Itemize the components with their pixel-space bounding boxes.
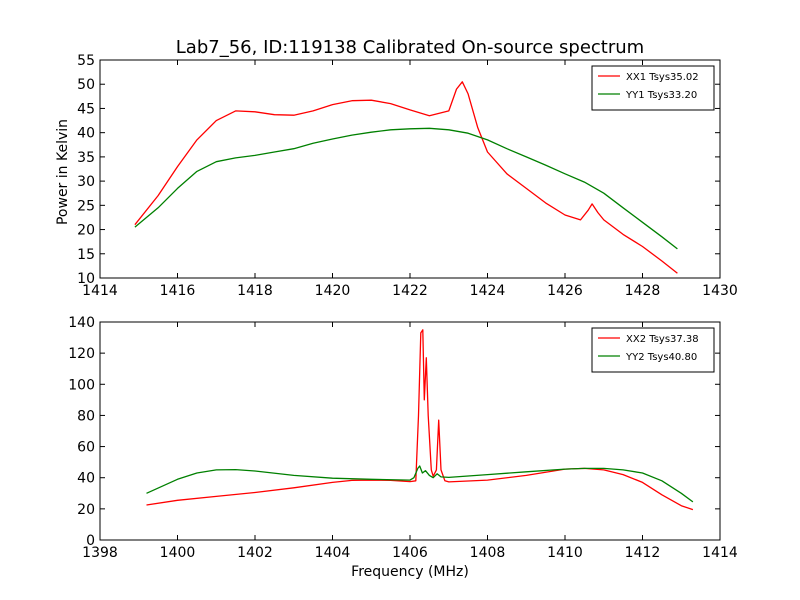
y-tick-label: 140 [68,315,95,331]
y-tick-label: 20 [77,223,95,239]
x-tick-label: 1420 [315,283,351,299]
x-tick-label: 1414 [82,283,118,299]
y-tick-label: 20 [77,502,95,518]
x-tick-label: 1418 [237,283,273,299]
legend-label: YY2 Tsys40.80 [625,352,697,363]
chart-title: Lab7_56, ID:119138 Calibrated On-source … [176,37,644,58]
x-tick-label: 1426 [547,283,583,299]
series-line-1-1 [134,81,678,274]
x-tick-label: 1414 [702,545,738,561]
x-tick-label: 1406 [392,545,428,561]
series-line-2-1 [146,329,694,511]
y-axis-label: Power in Kelvin [55,119,71,225]
legend-label: XX1 Tsys35.02 [626,72,699,83]
series-line-2-2 [146,465,694,503]
bottom-panel: 1398 1400 1402 1404 1406 1408 1410 1412 1414 0 20 4… [68,315,738,580]
y-tick-label: 25 [77,198,95,214]
y-tick-label: 120 [68,346,95,362]
x-tick-label: 1408 [470,545,506,561]
x-tick-label: 1424 [470,283,506,299]
legend-box [591,327,715,373]
legend-box [591,65,715,111]
x-tick-label: 1404 [315,545,351,561]
y-tick-label: 35 [77,150,95,166]
y-tick-label: 0 [86,533,95,549]
y-tick-label: 50 [77,77,95,93]
y-tick-label: 40 [77,471,95,487]
x-tick-label: 1402 [237,545,273,561]
x-axis-label: Frequency (MHz) [351,564,469,580]
x-tick-label: 1430 [702,283,738,299]
legend-label: XX2 Tsys37.38 [626,334,699,345]
top-panel: 1414 1416 1418 1420 1422 1424 1426 1428 1430 10 15… [55,37,738,299]
y-tick-label: 80 [77,408,95,424]
y-tick-label: 45 [77,101,95,117]
x-tick-label: 1416 [160,283,196,299]
x-tick-label: 1400 [160,545,196,561]
y-tick-label: 40 [77,126,95,142]
y-tick-label: 55 [77,53,95,69]
y-tick-label: 10 [77,271,95,287]
y-tick-label: 30 [77,174,95,190]
x-tick-label: 1410 [547,545,583,561]
y-tick-label: 15 [77,247,95,263]
x-tick-label: 1422 [392,283,428,299]
x-tick-label: 1398 [82,545,118,561]
x-tick-label: 1412 [625,545,661,561]
y-tick-label: 60 [77,440,95,456]
legend-label: YY1 Tsys33.20 [625,90,697,101]
x-tick-label: 1428 [625,283,661,299]
y-tick-label: 100 [68,377,95,393]
series-line-1-2 [134,127,678,250]
